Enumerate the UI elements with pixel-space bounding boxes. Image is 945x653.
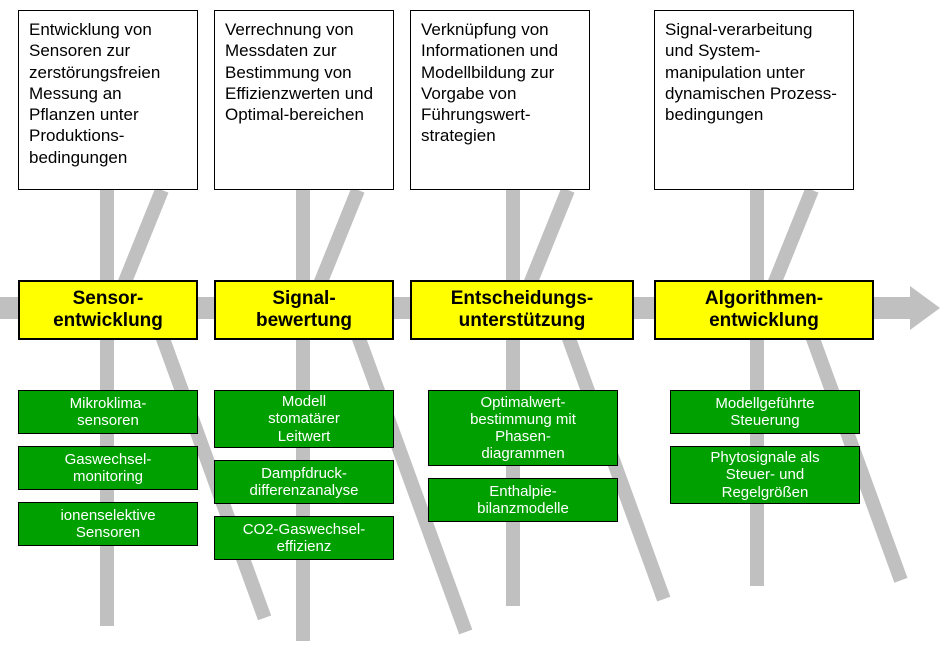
desc-box-2: Verrechnung von Messdaten zur Bestimmung… — [214, 10, 394, 190]
item-box: ModellgeführteSteuerung — [670, 390, 860, 434]
item-box: Optimalwert-bestimmung mitPhasen-diagram… — [428, 390, 618, 466]
connector — [506, 336, 520, 606]
diagram-canvas: Entwicklung von Sensoren zur zerstörungs… — [0, 0, 945, 653]
item-box: Dampfdruck-differenzanalyse — [214, 460, 394, 504]
stage-box-3: Entscheidungs- unterstützung — [410, 280, 634, 340]
stage-label: Sensor- — [73, 288, 144, 309]
connector — [561, 334, 670, 602]
stage-label: unterstützung — [459, 310, 586, 331]
item-box: Mikroklima-sensoren — [18, 390, 198, 434]
desc-box-4: Signal-verarbeitung und System-manipulat… — [654, 10, 854, 190]
item-box: Phytosignale alsSteuer- undRegelgrößen — [670, 446, 860, 504]
process-arrow-head — [910, 286, 940, 330]
stage-box-2: Signal- bewertung — [214, 280, 394, 340]
stage-box-4: Algorithmen- entwicklung — [654, 280, 874, 340]
stage-label: Algorithmen- — [705, 288, 823, 309]
item-box: ionenselektiveSensoren — [18, 502, 198, 546]
item-box: Enthalpie-bilanzmodelle — [428, 478, 618, 522]
stage-box-1: Sensor- entwicklung — [18, 280, 198, 340]
item-box: CO2-Gaswechsel-effizienz — [214, 516, 394, 560]
stage-label: Entscheidungs- — [451, 288, 594, 309]
stage-label: Signal- — [272, 288, 335, 309]
desc-box-3: Verknüpfung von Informationen und Modell… — [410, 10, 590, 190]
item-box: ModellstomatärerLeitwert — [214, 390, 394, 448]
stage-label: entwicklung — [709, 310, 819, 331]
desc-box-1: Entwicklung von Sensoren zur zerstörungs… — [18, 10, 198, 190]
item-box: Gaswechsel-monitoring — [18, 446, 198, 490]
stage-label: entwicklung — [53, 310, 163, 331]
stage-label: bewertung — [256, 310, 352, 331]
